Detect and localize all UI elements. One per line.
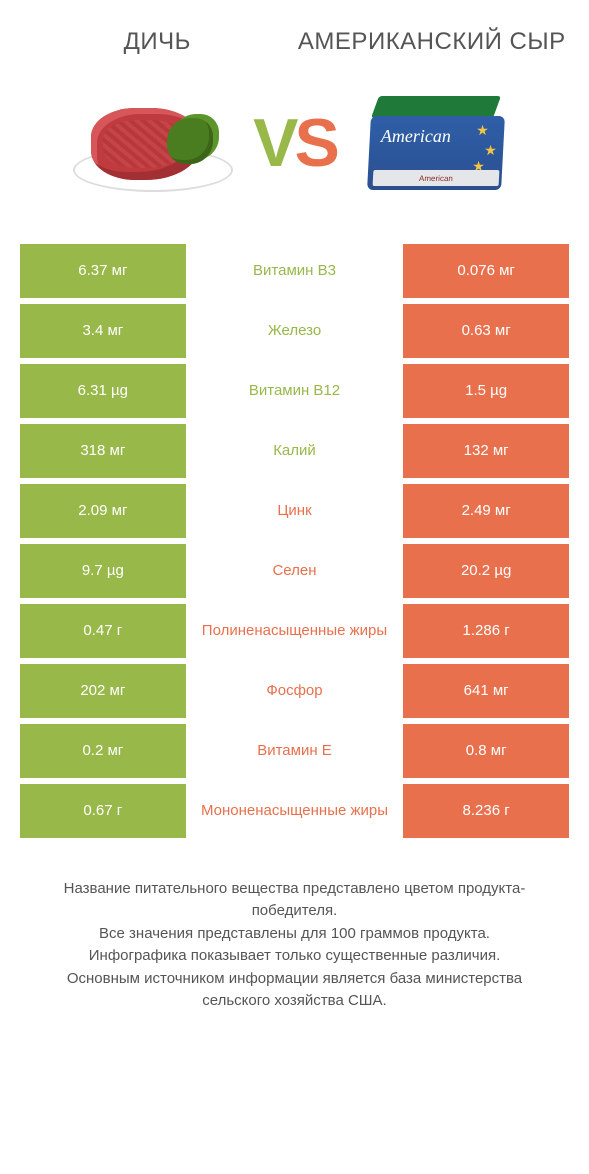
table-row: 0.67 гМононенасыщенные жиры8.236 г xyxy=(20,784,569,838)
product-titles: ДИЧЬ АМЕРИКАНСКИЙ СЫР xyxy=(20,28,569,56)
left-value: 6.31 µg xyxy=(20,364,186,418)
nutrient-name: Витамин E xyxy=(186,724,404,778)
nutrient-name: Витамин B12 xyxy=(186,364,404,418)
right-value: 1.5 µg xyxy=(403,364,569,418)
right-product-image: American ★ ★ ★ American xyxy=(346,78,526,208)
table-row: 3.4 мгЖелезо0.63 мг xyxy=(20,304,569,358)
left-value: 0.47 г xyxy=(20,604,186,658)
right-value: 2.49 мг xyxy=(403,484,569,538)
cheese-box-label: American xyxy=(381,126,491,147)
right-value: 641 мг xyxy=(403,664,569,718)
left-value: 0.2 мг xyxy=(20,724,186,778)
infographic: ДИЧЬ АМЕРИКАНСКИЙ СЫР VS American ★ ★ ★ … xyxy=(0,0,589,1053)
right-value: 20.2 µg xyxy=(403,544,569,598)
meat-illustration xyxy=(73,88,233,198)
left-value: 6.37 мг xyxy=(20,244,186,298)
cheese-illustration: American ★ ★ ★ American xyxy=(361,88,511,198)
left-value: 318 мг xyxy=(20,424,186,478)
nutrient-name: Цинк xyxy=(186,484,404,538)
footer-line: Основным источником информации является … xyxy=(40,968,549,1013)
right-value: 0.076 мг xyxy=(403,244,569,298)
cheese-box-strip: American xyxy=(372,170,499,186)
right-value: 132 мг xyxy=(403,424,569,478)
left-value: 202 мг xyxy=(20,664,186,718)
vs-s: S xyxy=(295,104,336,182)
vs-label: VS xyxy=(253,104,336,182)
nutrient-name: Железо xyxy=(186,304,404,358)
vs-v: V xyxy=(253,104,294,182)
nutrient-name: Витамин B3 xyxy=(186,244,404,298)
table-row: 202 мгФосфор641 мг xyxy=(20,664,569,718)
hero-row: VS American ★ ★ ★ American xyxy=(20,78,569,208)
left-value: 9.7 µg xyxy=(20,544,186,598)
nutrient-name: Фосфор xyxy=(186,664,404,718)
footer-line: Название питательного вещества представл… xyxy=(40,878,549,923)
nutrient-name: Мононенасыщенные жиры xyxy=(186,784,404,838)
right-value: 0.63 мг xyxy=(403,304,569,358)
left-value: 2.09 мг xyxy=(20,484,186,538)
table-row: 318 мгКалий132 мг xyxy=(20,424,569,478)
right-value: 0.8 мг xyxy=(403,724,569,778)
nutrient-name: Полиненасыщенные жиры xyxy=(186,604,404,658)
footer-notes: Название питательного вещества представл… xyxy=(20,878,569,1013)
left-product-image xyxy=(63,78,243,208)
nutrient-name: Калий xyxy=(186,424,404,478)
table-row: 0.2 мгВитамин E0.8 мг xyxy=(20,724,569,778)
footer-line: Инфографика показывает только существенн… xyxy=(40,945,549,968)
right-value: 8.236 г xyxy=(403,784,569,838)
nutrient-table: 6.37 мгВитамин B30.076 мг3.4 мгЖелезо0.6… xyxy=(20,244,569,838)
table-row: 6.31 µgВитамин B121.5 µg xyxy=(20,364,569,418)
table-row: 2.09 мгЦинк2.49 мг xyxy=(20,484,569,538)
right-value: 1.286 г xyxy=(403,604,569,658)
table-row: 9.7 µgСелен20.2 µg xyxy=(20,544,569,598)
footer-line: Все значения представлены для 100 граммо… xyxy=(40,923,549,946)
left-value: 3.4 мг xyxy=(20,304,186,358)
left-product-title: ДИЧЬ xyxy=(20,28,295,56)
table-row: 6.37 мгВитамин B30.076 мг xyxy=(20,244,569,298)
table-row: 0.47 гПолиненасыщенные жиры1.286 г xyxy=(20,604,569,658)
nutrient-name: Селен xyxy=(186,544,404,598)
left-value: 0.67 г xyxy=(20,784,186,838)
right-product-title: АМЕРИКАНСКИЙ СЫР xyxy=(295,28,570,56)
